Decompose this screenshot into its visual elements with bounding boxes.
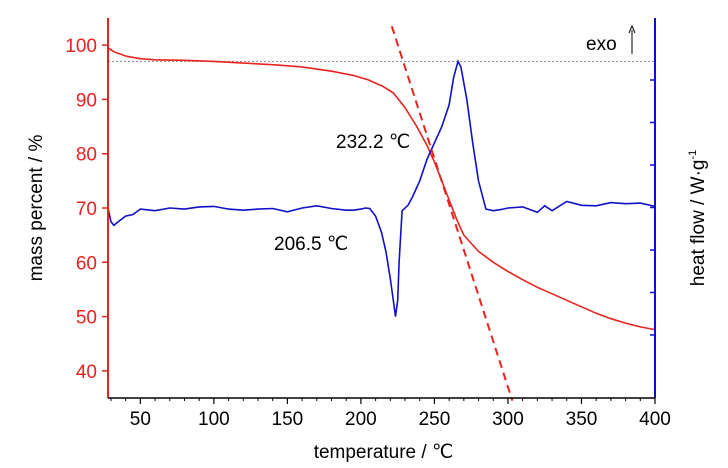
left-y-tick-label: 80	[76, 145, 97, 166]
x-tick-label: 150	[272, 409, 304, 430]
x-tick-label: 250	[419, 409, 451, 430]
annotation-206: 206.5 ℃	[274, 234, 348, 255]
x-tick-label: 350	[566, 409, 598, 430]
left-y-tick-label: 60	[76, 253, 97, 274]
right-y-axis-title-exponent: -1	[687, 150, 699, 160]
left-y-tick-label: 100	[65, 36, 97, 57]
x-tick-label: 100	[198, 409, 230, 430]
left-y-ticks: 40 50 60 70 80 90 100	[65, 36, 108, 383]
right-y-axis-title-main: heat flow / W·g	[688, 160, 709, 287]
x-tick-label: 50	[130, 409, 151, 430]
mass-percent-line	[107, 47, 656, 331]
exo-label: exo	[586, 34, 617, 55]
left-y-tick-label: 40	[76, 362, 97, 383]
right-y-ticks	[650, 79, 655, 336]
heat-flow-line	[107, 59, 656, 317]
left-y-tick-label: 70	[76, 199, 97, 220]
exo-arrow-icon	[628, 24, 636, 54]
left-y-axis-title: mass percent / %	[26, 135, 47, 282]
x-ticks: 50 100 150 200 250 300 350 400	[110, 398, 671, 430]
left-y-tick-label: 50	[76, 308, 97, 329]
x-tick-label: 300	[492, 409, 524, 430]
x-tick-label: 400	[639, 409, 671, 430]
onset-tangent-line	[390, 25, 514, 402]
annotation-232: 232.2 ℃	[336, 132, 410, 153]
right-y-axis-title: heat flow / W·g-1	[687, 150, 709, 287]
left-y-tick-label: 90	[76, 90, 97, 111]
x-tick-label: 200	[345, 409, 377, 430]
x-axis-title: temperature / ℃	[314, 442, 454, 463]
